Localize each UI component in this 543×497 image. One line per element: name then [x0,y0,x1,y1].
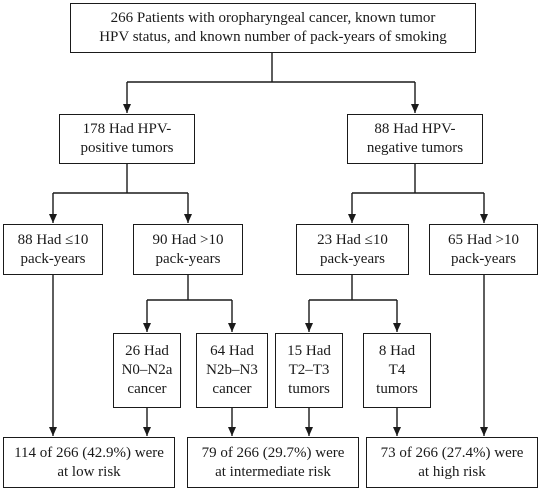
node-hpv-negative-text: 88 Had HPV- negative tumors [366,121,464,156]
node-intermediate-risk-text: 79 of 266 (29.7%) were at intermediate r… [201,444,345,480]
node-total-patients: 266 Patients with oropharyngeal cancer, … [70,3,476,53]
node-t4-tumors: 8 Had T4 tumors [363,333,431,408]
node-t2-t3-tumors-text: 15 Had T2–T3 tumors [287,343,331,397]
node-hpv-neg-high-pack-years: 65 Had >10 pack-years [429,224,538,275]
node-low-risk: 114 of 266 (42.9%) were at low risk [3,437,175,488]
node-hpv-negative: 88 Had HPV- negative tumors [347,114,483,164]
node-intermediate-risk: 79 of 266 (29.7%) were at intermediate r… [187,437,359,488]
node-t2-t3-tumors: 15 Had T2–T3 tumors [275,333,343,408]
node-hpv-pos-high-pack-years-text: 90 Had >10 pack-years [152,231,224,267]
node-hpv-neg-low-pack-years: 23 Had ≤10 pack-years [296,224,409,275]
node-hpv-positive-text: 178 Had HPV- positive tumors [80,121,174,156]
node-total-patients-text: 266 Patients with oropharyngeal cancer, … [99,10,447,45]
node-hpv-pos-low-pack-years-text: 88 Had ≤10 pack-years [17,231,89,267]
node-high-risk-text: 73 of 266 (27.4%) were at high risk [380,444,524,480]
node-hpv-positive: 178 Had HPV- positive tumors [59,114,195,164]
node-low-risk-text: 114 of 266 (42.9%) were at low risk [14,444,164,480]
node-hpv-neg-high-pack-years-text: 65 Had >10 pack-years [448,231,519,267]
node-t4-tumors-text: 8 Had T4 tumors [376,343,418,397]
node-hpv-pos-low-pack-years: 88 Had ≤10 pack-years [3,224,103,275]
node-hpv-pos-high-pack-years: 90 Had >10 pack-years [133,224,243,275]
node-n0-n2a-cancer: 26 Had N0–N2a cancer [113,333,181,408]
node-n0-n2a-cancer-text: 26 Had N0–N2a cancer [121,343,173,397]
node-hpv-neg-low-pack-years-text: 23 Had ≤10 pack-years [317,231,388,267]
node-high-risk: 73 of 266 (27.4%) were at high risk [366,437,538,488]
node-n2b-n3-cancer: 64 Had N2b–N3 cancer [196,333,268,408]
node-n2b-n3-cancer-text: 64 Had N2b–N3 cancer [206,343,258,397]
